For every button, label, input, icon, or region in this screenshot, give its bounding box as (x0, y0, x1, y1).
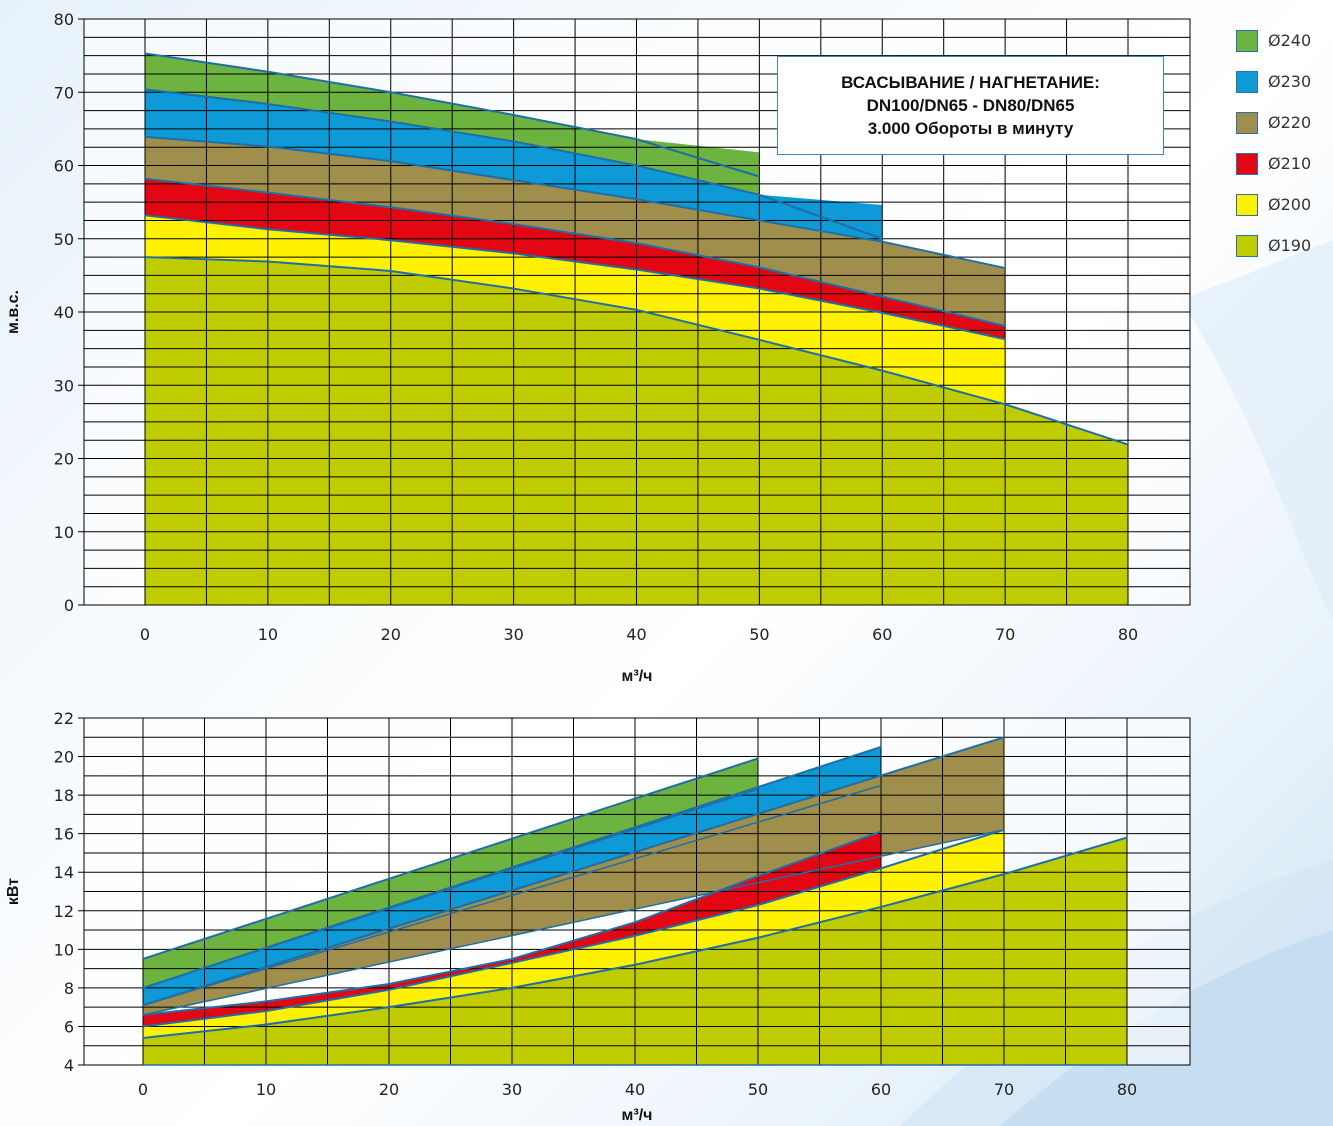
legend-item-220: Ø220 (1236, 102, 1311, 143)
curve-d230 (142, 745, 882, 989)
y-tick-label: 50 (54, 230, 74, 249)
legend-label: Ø230 (1268, 72, 1312, 91)
curve-d220 (142, 736, 1005, 1007)
y-tick-label: 14 (54, 863, 74, 882)
x-tick-label: 50 (748, 1080, 768, 1099)
x-axis-label: м³/ч (622, 668, 653, 685)
y-tick-label: 4 (64, 1056, 74, 1075)
y-tick-label: 10 (54, 523, 74, 542)
curve-d230 (144, 88, 883, 240)
x-tick-label: 10 (258, 625, 278, 644)
legend-item-230: Ø230 (1236, 61, 1311, 102)
x-tick-label: 20 (381, 625, 401, 644)
legend-swatch (1236, 29, 1258, 52)
legend-label: Ø210 (1268, 154, 1312, 173)
curve-d210 (144, 177, 1006, 327)
legend-item-210: Ø210 (1236, 143, 1311, 184)
x-tick-label: 0 (138, 1080, 148, 1099)
y-axis-label: кВт (5, 878, 22, 905)
y-tick-label: 6 (64, 1017, 74, 1036)
info-box-line-3: 3.000 Обороты в минуту (867, 119, 1074, 138)
curve-d190 (142, 836, 1128, 1040)
x-tick-label: 80 (1118, 625, 1138, 644)
legend: Ø240 Ø230 Ø220 Ø210 Ø200 Ø190 (1236, 20, 1311, 266)
y-tick-label: 18 (54, 786, 74, 805)
curve-d240 (144, 52, 760, 178)
area-d200 (145, 215, 1006, 405)
y-tick-label: 30 (54, 376, 74, 395)
y-tick-label: 10 (54, 940, 74, 959)
x-tick-label: 40 (625, 1080, 645, 1099)
legend-swatch (1236, 234, 1258, 257)
y-tick-label: 60 (54, 157, 74, 176)
x-tick-label: 70 (994, 1080, 1014, 1099)
x-tick-label: 30 (503, 625, 523, 644)
x-tick-label: 0 (140, 625, 150, 644)
curve-d220 (144, 135, 1006, 270)
info-box-line-1: ВСАСЫВАНИЕ / НАГНЕТАНИЕ: (841, 73, 1100, 92)
y-tick-label: 0 (64, 596, 74, 615)
legend-item-200: Ø200 (1236, 184, 1311, 225)
curve-d190 (144, 256, 1129, 446)
legend-swatch (1236, 70, 1258, 93)
legend-swatch (1236, 193, 1258, 216)
power-chart: 4 6 8 10 12 14 16 18 20 22 0 10 20 30 40 50 60 70 80 м³/ч кВ… (5, 709, 1191, 1124)
curve-lower-d220 (142, 829, 1005, 1016)
legend-item-190: Ø190 (1236, 225, 1311, 266)
curve-d200 (142, 828, 1005, 1028)
curve-d210 (142, 830, 882, 1016)
curve-d200 (144, 214, 1006, 341)
x-tick-label: 70 (995, 625, 1015, 644)
legend-label: Ø220 (1268, 113, 1312, 132)
y-tick-label: 70 (54, 83, 74, 102)
y-tick-label: 20 (54, 450, 74, 469)
x-tick-label: 60 (872, 625, 892, 644)
x-axis-label: м³/ч (622, 1107, 653, 1124)
legend-swatch (1236, 111, 1258, 134)
legend-item-240: Ø240 (1236, 20, 1311, 61)
info-box: ВСАСЫВАНИЕ / НАГНЕТАНИЕ: DN100/DN65 - DN… (777, 56, 1164, 155)
y-tick-label: 12 (54, 902, 74, 921)
x-tick-label: 20 (379, 1080, 399, 1099)
x-tick-label: 50 (749, 625, 769, 644)
x-tick-label: 30 (502, 1080, 522, 1099)
y-tick-label: 80 (54, 10, 74, 29)
legend-label: Ø240 (1268, 31, 1312, 50)
curve-lower-d230 (142, 784, 882, 1006)
legend-swatch (1236, 152, 1258, 175)
y-tick-label: 40 (54, 303, 74, 322)
x-tick-label: 10 (256, 1080, 276, 1099)
info-box-line-2: DN100/DN65 - DN80/DN65 (866, 96, 1075, 115)
x-tick-label: 80 (1117, 1080, 1137, 1099)
y-tick-label: 22 (54, 709, 74, 728)
y-tick-label: 20 (54, 748, 74, 767)
legend-label: Ø190 (1268, 236, 1312, 255)
y-axis-label: м.в.с. (5, 290, 22, 334)
curve-d240 (142, 757, 759, 960)
x-tick-label: 40 (626, 625, 646, 644)
legend-label: Ø200 (1268, 195, 1312, 214)
x-tick-label: 60 (871, 1080, 891, 1099)
area-d200 (143, 829, 1004, 1039)
y-tick-label: 16 (54, 825, 74, 844)
y-tick-label: 8 (64, 979, 74, 998)
